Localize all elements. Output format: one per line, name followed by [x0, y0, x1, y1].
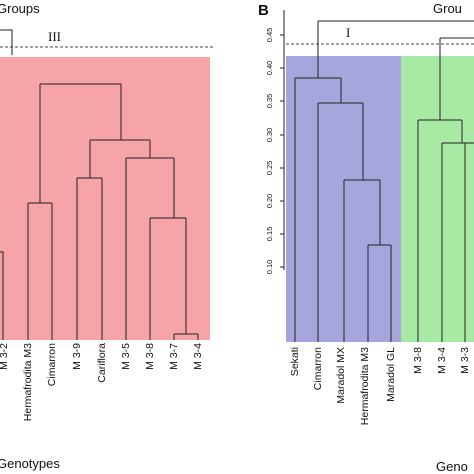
y-tick-label: 0.45	[265, 28, 274, 43]
leaf-label: Cimarron	[46, 343, 58, 386]
leaf-label: M 3-8	[412, 347, 424, 374]
panel-a-root-link	[0, 29, 13, 55]
panel-a: Groups III M 3-2 Hermafrodita M3 Cimarro…	[0, 1, 214, 471]
y-tick-label: 0.30	[265, 128, 274, 143]
panel-b-node-green-top	[439, 37, 474, 120]
leaf-label: Maradol GL	[385, 347, 397, 402]
panel-b-node-blue-top	[294, 77, 342, 342]
leaf-label: M 3-9	[71, 343, 83, 370]
leaf-label: M 3-2	[0, 343, 10, 370]
panel-a-dendrogram	[0, 29, 199, 340]
panel-b-leaf-labels: Sekati Cimarron Maradol MX Hermafrodita …	[289, 347, 471, 425]
panel-a-node-m37-m34	[173, 333, 199, 340]
leaf-label: Maradol MX	[335, 347, 347, 404]
panel-b-y-axis: 0.10 0.15 0.20 0.25 0.30 0.35 0.40 0.45	[265, 10, 285, 275]
panel-b-node-m34-m33	[441, 142, 474, 342]
panel-b-groups-label: Grou	[433, 1, 462, 16]
panel-b: B Grou 0.10 0.15 0.20 0.25 0.30 0.35 0.4…	[258, 1, 474, 474]
leaf-label: M 3-4	[436, 347, 448, 374]
panel-a-stub-branch	[0, 251, 4, 340]
panel-a-genotypes-label: Genotypes	[0, 456, 60, 471]
panel-b-group-label: I	[346, 25, 350, 40]
panel-a-node-m39-cariflora	[76, 177, 103, 340]
leaf-label: Hermafrodita M3	[359, 347, 371, 425]
y-tick-label: 0.40	[265, 61, 274, 76]
panel-b-genotypes-label: Geno	[436, 459, 468, 474]
leaf-label: M 3-7	[168, 343, 180, 370]
panel-b-node-hermafrodita-gl	[367, 244, 392, 342]
leaf-label: M 3-5	[120, 343, 132, 370]
panel-b-node-blue-mid	[317, 102, 364, 342]
leaf-label: Sekati	[289, 347, 301, 376]
panel-b-dendrogram	[294, 20, 474, 342]
y-tick-label: 0.20	[265, 194, 274, 209]
panel-a-group-region	[0, 57, 210, 340]
panel-a-node-m35-group	[125, 157, 175, 340]
leaf-label: M 3-8	[144, 343, 156, 370]
leaf-label: M 3-4	[192, 343, 204, 370]
panel-a-node-cluster-top	[39, 83, 122, 203]
panel-a-node-m38-group	[149, 217, 187, 340]
leaf-label: Cariflora	[96, 343, 108, 383]
panel-a-groups-label: Groups	[0, 1, 40, 16]
panel-b-node-hermafrodita-group	[343, 179, 381, 342]
leaf-label: M 3-3	[459, 347, 471, 374]
panel-b-letter: B	[258, 2, 269, 19]
leaf-label: Cimarron	[312, 347, 324, 390]
panel-b-node-green-mid	[417, 119, 463, 342]
y-tick-label: 0.10	[265, 260, 274, 275]
panel-b-root-link	[317, 20, 474, 78]
panel-a-node-hermafrodita-cimarron	[27, 202, 53, 340]
panel-b-group-region-green	[401, 56, 474, 342]
y-tick-label: 0.15	[265, 227, 274, 242]
panel-a-group-label: III	[48, 29, 61, 44]
panel-a-leaf-labels: M 3-2 Hermafrodita M3 Cimarron M 3-9 Car…	[0, 343, 204, 421]
y-tick-label: 0.35	[265, 94, 274, 109]
panel-a-node-mid	[89, 139, 151, 178]
leaf-label: Hermafrodita M3	[22, 343, 34, 421]
y-tick-label: 0.25	[265, 161, 274, 176]
